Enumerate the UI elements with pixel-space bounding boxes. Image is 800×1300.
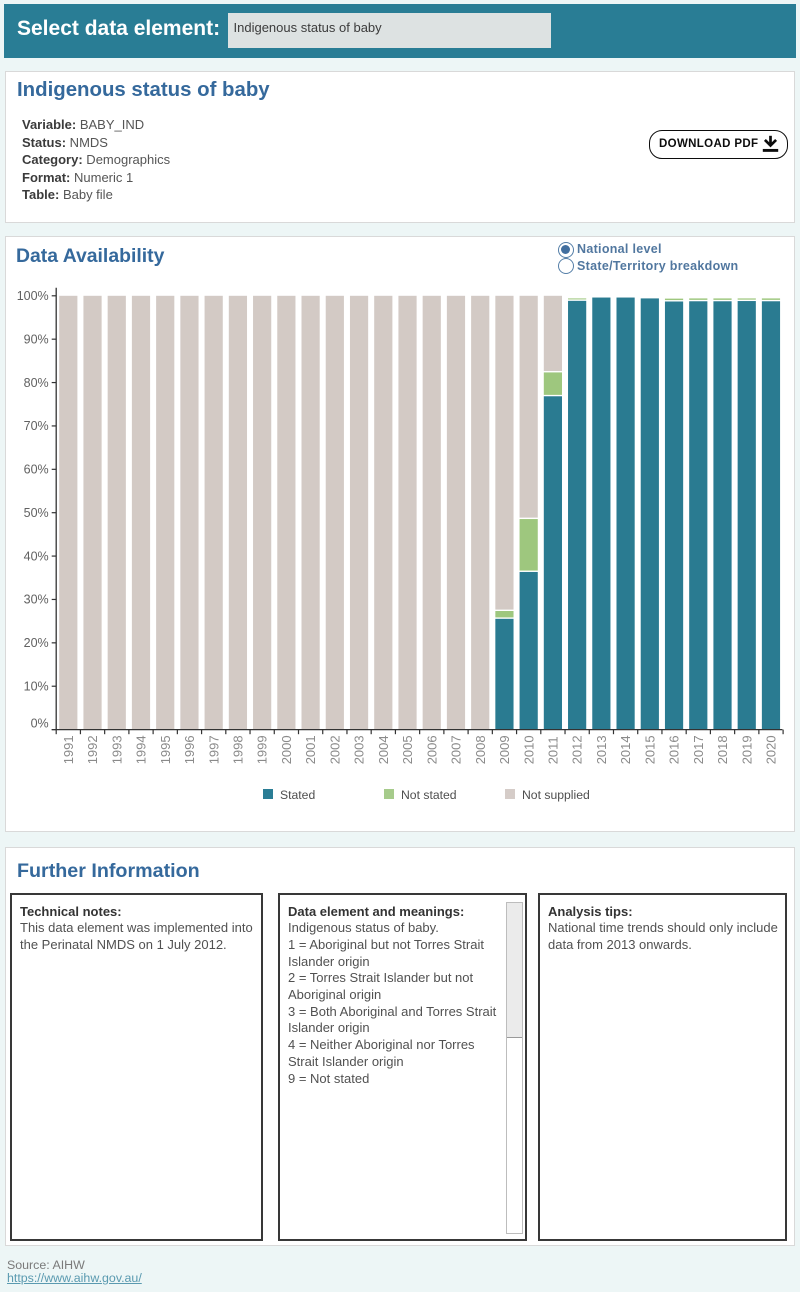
svg-text:1998: 1998 xyxy=(231,735,246,764)
svg-text:2016: 2016 xyxy=(667,735,682,764)
svg-text:90%: 90% xyxy=(24,332,49,346)
svg-text:2008: 2008 xyxy=(473,735,488,764)
svg-text:1996: 1996 xyxy=(182,735,197,764)
svg-text:30%: 30% xyxy=(24,593,49,607)
svg-text:40%: 40% xyxy=(24,549,49,563)
svg-text:2010: 2010 xyxy=(521,735,536,764)
svg-text:1992: 1992 xyxy=(85,735,100,764)
svg-text:2011: 2011 xyxy=(546,736,561,764)
svg-text:2002: 2002 xyxy=(327,735,342,764)
svg-text:70%: 70% xyxy=(24,419,49,433)
svg-text:1991: 1991 xyxy=(61,735,76,764)
svg-text:2006: 2006 xyxy=(424,735,439,764)
svg-text:2015: 2015 xyxy=(642,735,657,764)
svg-text:60%: 60% xyxy=(24,463,49,477)
svg-text:0%: 0% xyxy=(31,716,49,730)
svg-text:80%: 80% xyxy=(24,376,49,390)
svg-text:2004: 2004 xyxy=(376,735,391,764)
svg-text:1994: 1994 xyxy=(134,735,149,764)
svg-text:1993: 1993 xyxy=(109,735,124,764)
svg-text:2014: 2014 xyxy=(618,735,633,764)
svg-text:1999: 1999 xyxy=(255,735,270,764)
svg-text:100%: 100% xyxy=(17,289,49,303)
svg-text:2003: 2003 xyxy=(352,735,367,764)
svg-text:10%: 10% xyxy=(24,679,49,693)
svg-text:2001: 2001 xyxy=(303,735,318,764)
svg-text:2005: 2005 xyxy=(400,735,415,764)
svg-text:2017: 2017 xyxy=(691,735,706,764)
svg-text:2012: 2012 xyxy=(570,735,585,764)
svg-text:50%: 50% xyxy=(24,506,49,520)
svg-text:2009: 2009 xyxy=(497,735,512,764)
svg-text:2013: 2013 xyxy=(594,735,609,764)
svg-text:20%: 20% xyxy=(24,636,49,650)
svg-text:2007: 2007 xyxy=(449,735,464,764)
svg-text:2000: 2000 xyxy=(279,735,294,764)
svg-text:1995: 1995 xyxy=(158,735,173,764)
svg-text:1997: 1997 xyxy=(206,735,221,764)
svg-text:2020: 2020 xyxy=(764,735,779,764)
svg-text:2019: 2019 xyxy=(739,735,754,764)
svg-text:2018: 2018 xyxy=(715,735,730,764)
